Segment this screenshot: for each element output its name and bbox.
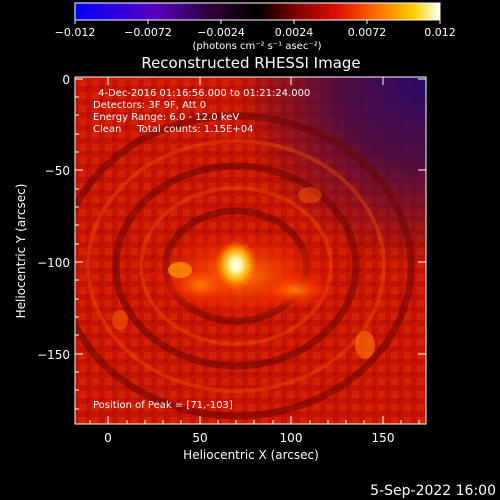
colorbar-tick: 0.0024 bbox=[275, 26, 314, 39]
annotation-peak-position: Position of Peak = [71,-103] bbox=[93, 400, 233, 411]
x-axis-label: Heliocentric X (arcsec) bbox=[183, 448, 319, 462]
colorbar-tick: −0.0024 bbox=[197, 26, 245, 39]
annotation-time-range: 4-Dec-2016 01:16:56.000 to 01:21:24.000 bbox=[98, 88, 310, 99]
annotation-detectors: Detectors: 3F 9F, Att 0 bbox=[93, 100, 206, 111]
rhessi-image bbox=[75, 77, 426, 424]
y-tick-label: −100 bbox=[37, 256, 70, 270]
annotation-energy-range: Energy Range: 6.0 - 12.0 keV bbox=[93, 112, 239, 123]
footer-date: 5-Sep-2022 16:00 bbox=[370, 483, 496, 499]
annotation-method-counts: Clean Total counts: 1.15E+04 bbox=[93, 124, 253, 135]
x-tick-label: 100 bbox=[280, 431, 303, 445]
x-tick-label: 0 bbox=[104, 431, 112, 445]
x-axis-ticks bbox=[89, 77, 420, 424]
colorbar: −0.012 −0.0072 −0.0024 0.0024 0.0072 0.0… bbox=[55, 2, 456, 52]
colorbar-tick: −0.012 bbox=[55, 26, 96, 39]
y-tick-label: −50 bbox=[45, 164, 70, 178]
image-title: Reconstructed RHESSI Image bbox=[141, 54, 360, 72]
colorbar-tick: −0.0072 bbox=[124, 26, 172, 39]
x-tick-label: 150 bbox=[372, 431, 395, 445]
colorbar-tick: 0.0072 bbox=[348, 26, 387, 39]
colorbar-unit-label: (photons cm⁻² s⁻¹ asec⁻²) bbox=[192, 41, 321, 52]
y-axis-label: Heliocentric Y (arcsec) bbox=[14, 184, 28, 319]
colorbar-gradient bbox=[74, 2, 441, 21]
y-tick-label: −150 bbox=[37, 348, 70, 362]
y-tick-label: 0 bbox=[62, 73, 70, 87]
y-axis-ticks bbox=[75, 78, 426, 410]
peak-source bbox=[214, 239, 258, 291]
x-tick-label: 50 bbox=[192, 431, 207, 445]
plot-frame bbox=[74, 76, 427, 425]
colorbar-tick: 0.012 bbox=[424, 26, 456, 39]
